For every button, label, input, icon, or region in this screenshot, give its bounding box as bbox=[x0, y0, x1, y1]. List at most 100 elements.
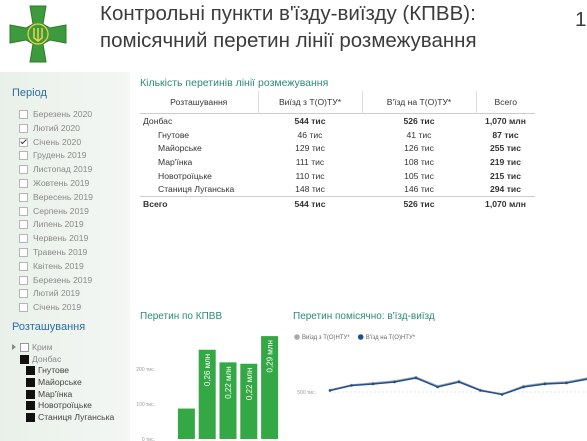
period-item: Серпень 2019 bbox=[19, 205, 89, 216]
table-cell: 105 тис bbox=[404, 170, 434, 181]
period-label: Квітень 2019 bbox=[33, 260, 84, 271]
title-line: помісячний перетин лінії розмежування bbox=[100, 29, 477, 52]
point bbox=[393, 380, 396, 384]
location-label: Гнутове bbox=[38, 365, 70, 375]
period-item: Липень 2019 bbox=[19, 219, 84, 230]
select-box bbox=[26, 389, 35, 399]
table-cell: 526 тис bbox=[403, 198, 435, 209]
period-label: Лютий 2020 bbox=[33, 122, 80, 133]
period-item: Листопад 2019 bbox=[19, 164, 92, 175]
period-label: Січень 2020 bbox=[33, 136, 82, 147]
point bbox=[543, 382, 547, 386]
point bbox=[522, 385, 525, 389]
period-item: Жовтень 2019 bbox=[19, 178, 90, 188]
y-tick-label: 200 тис. bbox=[136, 367, 155, 373]
period-item: Січень 2019 bbox=[19, 302, 81, 313]
checkbox bbox=[19, 289, 28, 299]
period-item: Березень 2020 bbox=[19, 109, 93, 119]
table-cell: 148 тис bbox=[295, 184, 325, 195]
table-cell: Донбас bbox=[143, 115, 173, 126]
table-row: Майорське 129 тис 126 тис 255 тис bbox=[140, 141, 535, 155]
period-label: Березень 2020 bbox=[33, 109, 93, 119]
filter-title: Період bbox=[12, 87, 47, 99]
table-row: Новотроїцьке 110 тис 105 тис 215 тис bbox=[140, 169, 535, 183]
table-cell: 255 тис bbox=[490, 143, 521, 154]
point bbox=[328, 389, 332, 392]
period-label: Березень 2019 bbox=[33, 274, 93, 285]
select-box bbox=[20, 343, 29, 352]
legend-marker bbox=[357, 334, 364, 340]
checkbox bbox=[19, 151, 28, 161]
checkbox bbox=[19, 165, 28, 175]
bar bbox=[219, 362, 237, 439]
column-header: Розташування bbox=[170, 97, 228, 107]
period-label: Серпень 2019 bbox=[33, 205, 89, 216]
emblem bbox=[9, 5, 67, 63]
table-cell: 526 тис bbox=[403, 115, 435, 126]
location-label: Новотроїцьке bbox=[38, 400, 92, 411]
location-item: Новотроїцьке bbox=[26, 400, 92, 411]
series-line bbox=[329, 376, 587, 395]
checkbox bbox=[19, 234, 28, 244]
period-label: Вересень 2019 bbox=[33, 191, 93, 202]
checkbox bbox=[19, 275, 28, 285]
table-cell: 544 тис bbox=[294, 198, 326, 209]
period-label: Липень 2019 bbox=[33, 219, 84, 230]
column-header: Всего bbox=[475, 91, 535, 114]
table-cell: 129 тис bbox=[295, 143, 325, 154]
period-item: Грудень 2019 bbox=[19, 150, 86, 161]
table-cell: 1,070 млн bbox=[485, 115, 526, 126]
legend-marker bbox=[294, 334, 300, 340]
page-number: 1 bbox=[575, 8, 587, 31]
checkbox bbox=[19, 206, 28, 216]
checkbox bbox=[19, 110, 28, 119]
checkbox bbox=[19, 248, 28, 257]
select-box bbox=[26, 401, 35, 411]
location-item: Майорське bbox=[26, 377, 82, 387]
table-cell: 108 тис bbox=[404, 156, 434, 167]
location-label: Станиця Луганська bbox=[38, 412, 115, 423]
period-item: Вересень 2019 bbox=[19, 191, 93, 202]
table-cell: 46 тис bbox=[297, 129, 323, 140]
table-cell: Новотроїцьке bbox=[158, 170, 212, 181]
table-row: Гнутове 46 тис 41 тис 87 тис bbox=[140, 128, 535, 142]
table-cell: 1,070 млн bbox=[485, 198, 526, 209]
location-item: Крим bbox=[12, 342, 53, 352]
y-tick-label: 0 тис. bbox=[142, 437, 155, 441]
location-label: Мар'їнка bbox=[38, 388, 73, 399]
period-item: Січень 2020 bbox=[19, 136, 82, 147]
table-cell: 126 тис bbox=[404, 143, 434, 154]
bar-label: 0,26 млн bbox=[203, 354, 212, 386]
table-cell: 219 тис bbox=[490, 156, 521, 167]
period-label: Жовтень 2019 bbox=[33, 178, 90, 188]
bar-label: 0,22 млн bbox=[224, 366, 233, 398]
filter-title: Розташування bbox=[12, 321, 86, 333]
bar bbox=[198, 349, 216, 439]
period-label: Травень 2019 bbox=[33, 247, 88, 257]
table-cell: Мар'їнка bbox=[158, 156, 193, 167]
period-label: Червень 2019 bbox=[33, 233, 89, 244]
table-row: Донбас 544 тис 526 тис 1,070 млн bbox=[140, 114, 535, 128]
table-cell: 111 тис bbox=[295, 156, 325, 167]
table-cell: 110 тис bbox=[295, 170, 325, 181]
table-row: Станиця Луганська 148 тис 146 тис 294 тис bbox=[140, 182, 535, 196]
table-cell: Майорське bbox=[158, 143, 202, 154]
y-tick-label: 100 тис. bbox=[136, 402, 155, 408]
point bbox=[479, 389, 482, 392]
checkbox bbox=[19, 179, 28, 188]
location-item: Донбас bbox=[20, 354, 61, 364]
period-item: Травень 2019 bbox=[19, 247, 88, 257]
bar-label: 0,29 млн bbox=[266, 340, 275, 372]
checkbox bbox=[19, 123, 28, 133]
point bbox=[436, 385, 439, 389]
period-item: Лютий 2020 bbox=[19, 122, 80, 133]
select-box bbox=[26, 366, 35, 375]
legend-label: В'їзд на Т(О)НТУ* bbox=[366, 335, 416, 341]
table-title: Кількість перетинів лінії розмежування bbox=[140, 77, 329, 89]
point bbox=[371, 382, 375, 386]
period-label: Лютий 2019 bbox=[33, 288, 80, 299]
table-cell: Гнутове bbox=[158, 129, 190, 140]
column-header: В'їзд на Т(О)ТУ* bbox=[361, 91, 476, 114]
